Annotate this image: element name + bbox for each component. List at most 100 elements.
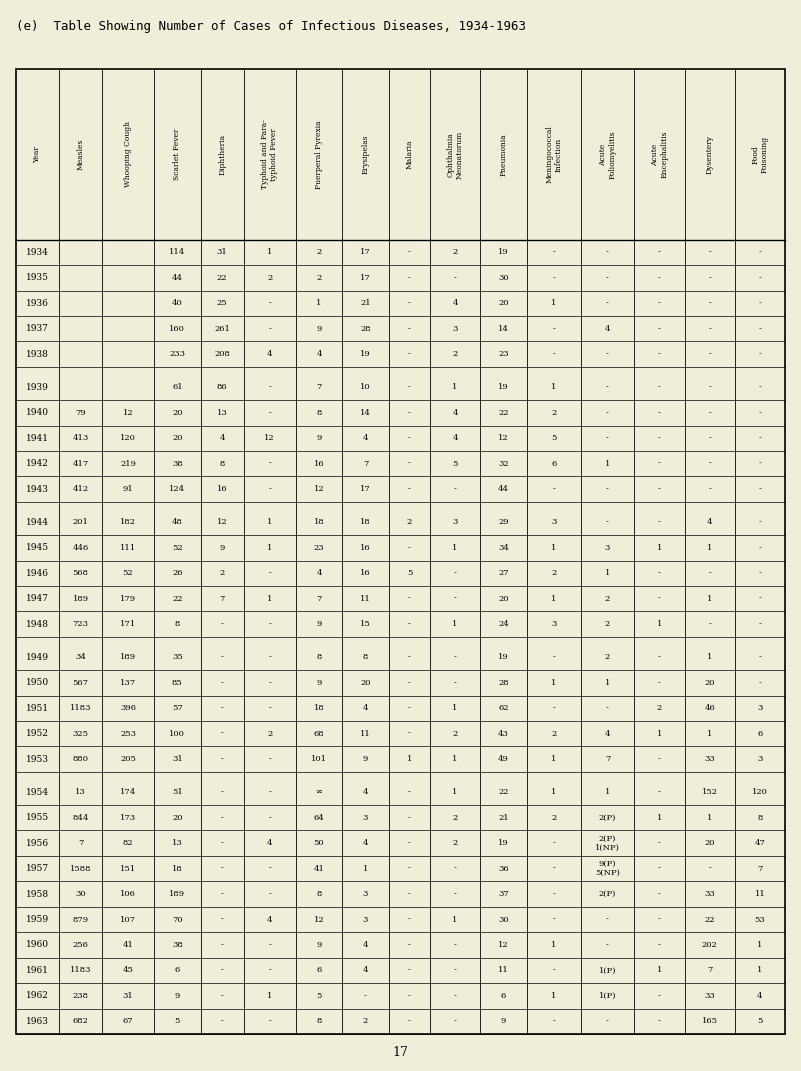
Text: 6: 6 [175,966,180,975]
Text: 1: 1 [267,544,272,552]
Text: -: - [408,383,411,391]
Text: -: - [221,864,223,873]
Text: 13: 13 [75,788,86,797]
Text: -: - [268,814,271,821]
Text: 50: 50 [314,840,324,847]
Text: 17: 17 [360,274,371,282]
Text: 1937: 1937 [26,325,49,333]
Text: 413: 413 [72,434,89,442]
Text: 5: 5 [453,459,458,468]
Text: 4: 4 [267,350,272,358]
Text: 1950: 1950 [26,678,49,688]
Text: 20: 20 [498,299,509,307]
Text: 16: 16 [360,544,371,552]
Text: 36: 36 [498,864,509,873]
Text: 2: 2 [267,274,272,282]
Text: -: - [658,890,661,899]
Text: 20: 20 [704,679,715,687]
Text: Typhoid and Para-
typhoid Fever: Typhoid and Para- typhoid Fever [261,120,278,190]
Text: 1: 1 [605,679,610,687]
Text: 10: 10 [360,383,371,391]
Text: -: - [221,653,223,662]
Text: -: - [268,409,271,417]
Text: -: - [759,248,761,256]
Text: 1: 1 [657,966,662,975]
Text: 3: 3 [757,705,763,712]
Text: 28: 28 [498,679,509,687]
Text: -: - [553,248,555,256]
Text: -: - [268,299,271,307]
Text: 1: 1 [453,755,458,764]
Text: 261: 261 [214,325,230,333]
Text: 4: 4 [267,916,272,923]
Text: 19: 19 [360,350,371,358]
Text: 2: 2 [407,518,412,526]
Text: 23: 23 [498,350,509,358]
Text: 179: 179 [120,594,136,603]
Text: 1947: 1947 [26,594,49,603]
Text: 9: 9 [316,679,322,687]
Text: -: - [408,941,411,949]
Text: 8: 8 [316,409,322,417]
Text: 723: 723 [73,620,89,628]
Text: 17: 17 [360,248,371,256]
Text: 4: 4 [363,840,368,847]
Text: 51: 51 [172,788,183,797]
Text: 1: 1 [605,459,610,468]
Text: -: - [759,350,761,358]
Text: 2: 2 [453,814,458,821]
Text: -: - [606,705,609,712]
Text: 1959: 1959 [26,915,49,924]
Text: 7: 7 [316,594,322,603]
Text: -: - [221,840,223,847]
Text: 26: 26 [172,570,183,577]
Text: -: - [759,544,761,552]
Text: 17: 17 [392,1045,409,1059]
Text: 1: 1 [657,814,662,821]
Text: -: - [759,485,761,493]
Text: -: - [553,916,555,923]
Text: Malaria: Malaria [405,139,413,169]
Text: 165: 165 [702,1017,718,1025]
Text: 5: 5 [316,992,322,1000]
Text: 49: 49 [498,755,509,764]
Text: 44: 44 [172,274,183,282]
Text: 2: 2 [453,350,458,358]
Text: -: - [221,1017,223,1025]
Text: 13: 13 [217,409,227,417]
Text: 2: 2 [267,729,272,738]
Text: -: - [408,248,411,256]
Text: -: - [606,1017,609,1025]
Text: 18: 18 [360,518,371,526]
Text: -: - [708,620,711,628]
Text: 124: 124 [169,485,185,493]
Text: 12: 12 [217,518,227,526]
Text: 61: 61 [172,383,183,391]
Text: (e)  Table Showing Number of Cases of Infectious Diseases, 1934-1963: (e) Table Showing Number of Cases of Inf… [16,20,526,33]
Text: -: - [658,248,661,256]
Text: 18: 18 [313,705,324,712]
Text: -: - [553,890,555,899]
Text: -: - [221,755,223,764]
Text: 12: 12 [498,434,509,442]
Text: -: - [221,788,223,797]
Text: 29: 29 [498,518,509,526]
Text: 45: 45 [123,966,134,975]
Text: 1588: 1588 [70,864,91,873]
Text: 4: 4 [605,325,610,333]
Text: 1936: 1936 [26,299,49,307]
Text: -: - [268,788,271,797]
Text: 12: 12 [314,485,324,493]
Text: -: - [606,941,609,949]
Text: 1: 1 [657,729,662,738]
Text: 2: 2 [551,409,557,417]
Text: 34: 34 [75,653,86,662]
Text: -: - [408,864,411,873]
Text: 208: 208 [214,350,230,358]
Text: -: - [658,992,661,1000]
Text: 7: 7 [757,864,763,873]
Text: 171: 171 [120,620,136,628]
Text: 18: 18 [313,518,324,526]
Text: 23: 23 [314,544,324,552]
Text: 79: 79 [75,409,86,417]
